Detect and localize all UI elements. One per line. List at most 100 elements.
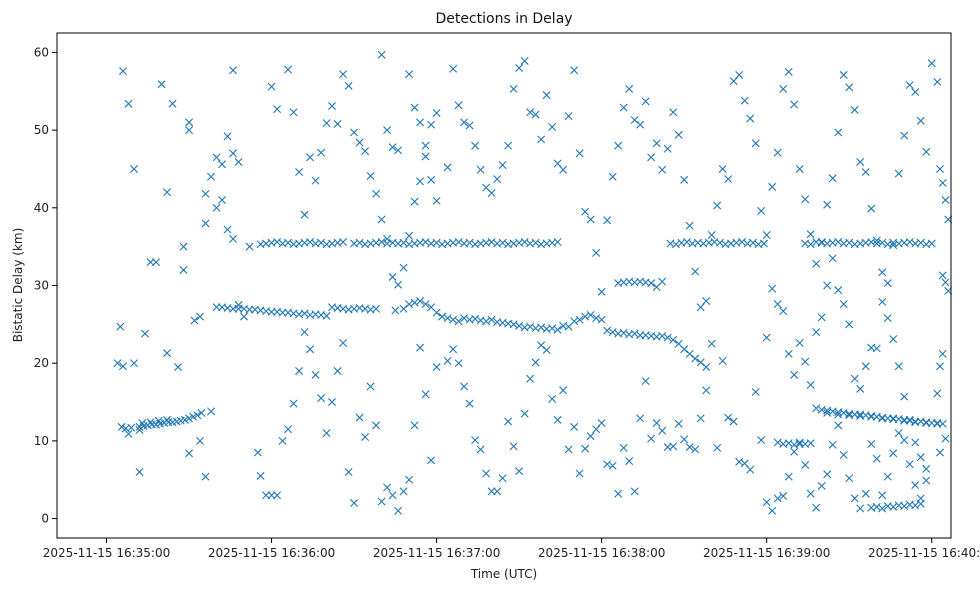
y-tick-label: 60 <box>34 45 49 59</box>
data-point <box>185 414 194 423</box>
data-point <box>471 141 480 150</box>
data-point <box>180 415 189 424</box>
data-point <box>333 119 342 128</box>
data-point <box>391 306 400 315</box>
data-point <box>597 419 606 428</box>
data-point <box>900 502 909 511</box>
data-point <box>487 238 496 246</box>
data-point <box>905 415 914 424</box>
data-point <box>938 178 947 187</box>
data-point <box>735 457 744 466</box>
data-point <box>163 188 172 197</box>
data-point <box>234 300 243 309</box>
data-point <box>806 380 815 389</box>
data-point <box>317 394 326 403</box>
data-point <box>372 421 381 430</box>
data-point <box>493 175 502 184</box>
data-point <box>922 147 931 156</box>
data-point <box>790 100 799 109</box>
data-point <box>938 349 947 358</box>
data-point <box>737 238 746 246</box>
data-point <box>861 168 870 177</box>
data-point <box>124 429 133 438</box>
data-point <box>377 50 386 59</box>
data-point <box>883 472 892 481</box>
data-point <box>350 499 359 508</box>
data-point <box>647 434 656 443</box>
data-point <box>779 307 788 316</box>
data-point <box>471 314 480 323</box>
data-point <box>748 238 757 247</box>
data-point <box>432 109 441 118</box>
data-point <box>306 238 315 246</box>
data-point <box>592 248 601 257</box>
data-point <box>801 460 810 469</box>
data-point <box>432 308 441 317</box>
data-point <box>845 238 854 247</box>
data-point <box>454 317 463 326</box>
data-point <box>372 304 381 313</box>
data-point <box>531 358 540 367</box>
data-point <box>138 419 147 428</box>
data-point <box>746 465 755 474</box>
data-point <box>735 70 744 79</box>
data-point <box>845 83 854 92</box>
data-point <box>663 144 672 153</box>
data-point <box>366 171 375 180</box>
data-point <box>757 206 766 215</box>
data-point <box>696 358 705 367</box>
data-point <box>817 238 826 246</box>
data-point <box>179 242 188 251</box>
data-point <box>289 399 298 408</box>
data-point <box>669 108 678 117</box>
data-point <box>883 279 892 288</box>
data-point <box>839 300 848 309</box>
data-point <box>154 416 163 425</box>
data-point <box>344 81 353 90</box>
data-point <box>784 349 793 358</box>
data-point <box>861 362 870 371</box>
data-point <box>229 149 238 158</box>
data-point <box>834 286 843 295</box>
data-point <box>410 421 419 430</box>
data-point <box>823 470 832 479</box>
data-point <box>295 366 304 375</box>
data-point <box>515 63 524 72</box>
data-point <box>394 506 403 515</box>
data-point <box>647 279 656 288</box>
data-point <box>762 498 771 507</box>
data-point <box>498 238 507 247</box>
data-point <box>135 426 144 434</box>
data-point <box>674 419 683 428</box>
data-points <box>113 50 953 515</box>
data-point <box>300 210 309 219</box>
x-axis-label: Time (UTC) <box>470 567 537 581</box>
data-point <box>652 139 661 148</box>
data-point <box>300 328 309 337</box>
data-point <box>394 146 403 155</box>
data-point <box>410 197 419 206</box>
data-point <box>427 175 436 184</box>
data-point <box>839 450 848 459</box>
data-point <box>350 128 359 137</box>
data-point <box>570 422 579 431</box>
data-point <box>438 312 447 321</box>
data-point <box>487 189 496 198</box>
data-point <box>878 414 887 423</box>
data-point <box>889 415 898 424</box>
data-point <box>936 164 944 173</box>
data-point <box>300 309 309 318</box>
data-point <box>669 442 678 451</box>
data-point <box>856 157 865 166</box>
data-point <box>878 504 887 513</box>
data-point <box>724 175 733 184</box>
data-point <box>124 99 133 108</box>
data-point <box>801 357 810 366</box>
data-point <box>520 409 529 418</box>
data-point <box>685 443 694 452</box>
data-point <box>817 481 826 490</box>
data-point <box>515 321 524 330</box>
data-point <box>471 436 480 445</box>
data-point <box>941 278 950 287</box>
